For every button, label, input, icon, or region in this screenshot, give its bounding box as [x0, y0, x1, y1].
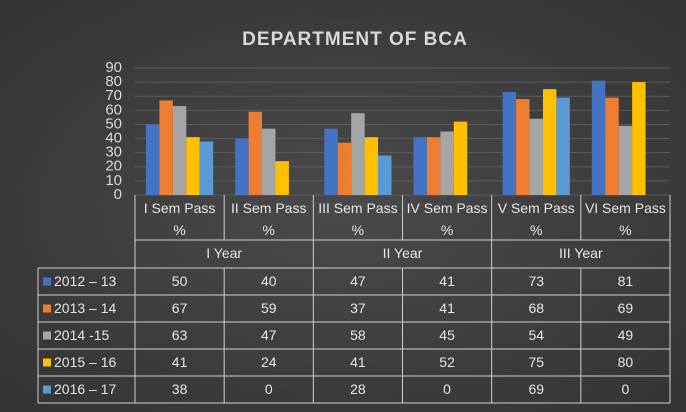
x-tick-label: I Sem Pass % — [143, 200, 216, 238]
table-value: 54 — [528, 327, 545, 343]
bar — [146, 124, 160, 195]
table-value: 0 — [621, 381, 630, 397]
y-tick-label: 0 — [114, 186, 122, 203]
y-tick-label: 70 — [105, 87, 122, 104]
legend-swatch — [43, 385, 51, 394]
table-value: 63 — [171, 327, 188, 343]
x-tick-label: VI Sem Pass % — [584, 200, 666, 238]
bar — [172, 106, 187, 195]
table-value: 47 — [260, 327, 277, 343]
legend-label: 2015 – 16 — [54, 354, 117, 370]
legend-swatch — [43, 358, 51, 367]
table-value: 68 — [528, 300, 545, 316]
table-value: 24 — [260, 354, 277, 370]
bar — [605, 97, 619, 195]
x-tick-label: IV Sem Pass % — [406, 200, 488, 238]
table-value: 0 — [443, 381, 451, 397]
group-label: II Year — [382, 245, 423, 261]
y-tick-label: 10 — [105, 172, 122, 189]
legend-swatch — [43, 304, 51, 313]
table-value: 41 — [439, 300, 455, 316]
table-value: 73 — [528, 273, 545, 289]
table-value: 49 — [617, 327, 634, 343]
table-value: 81 — [617, 273, 634, 289]
bar — [453, 121, 468, 195]
bar — [632, 82, 646, 195]
table-value: 75 — [528, 354, 545, 370]
group-label: III Year — [559, 245, 603, 261]
table-value: 45 — [439, 327, 455, 343]
table-value: 0 — [264, 381, 273, 397]
legend-swatch — [43, 277, 51, 286]
table-value: 50 — [171, 273, 188, 289]
bar — [440, 131, 454, 195]
x-tick-label: V Sem Pass % — [497, 200, 575, 238]
y-tick-label: 90 — [105, 59, 122, 76]
table-value: 40 — [260, 273, 277, 289]
y-tick-label: 40 — [105, 130, 122, 147]
y-tick-label: 80 — [105, 73, 122, 90]
bar — [262, 128, 276, 195]
table-value: 37 — [350, 300, 366, 316]
bar — [413, 137, 427, 195]
bar — [275, 161, 289, 195]
bar — [426, 137, 441, 195]
bar — [556, 97, 570, 195]
bar — [378, 155, 392, 195]
table-value: 58 — [350, 327, 366, 343]
legend-label: 2013 – 14 — [54, 300, 117, 316]
x-tick-label: III Sem Pass % — [318, 200, 398, 238]
table-value: 69 — [528, 381, 545, 397]
table-value: 41 — [439, 273, 455, 289]
group-label: I Year — [206, 245, 243, 261]
bar — [591, 80, 606, 195]
bar — [199, 141, 214, 195]
table-value: 52 — [439, 354, 455, 370]
y-tick-label: 50 — [105, 115, 122, 132]
bar — [324, 128, 338, 195]
y-tick-label: 20 — [105, 158, 122, 175]
table-value: 38 — [171, 381, 188, 397]
bar — [235, 138, 249, 195]
table-value: 47 — [350, 273, 366, 289]
table-value: 41 — [171, 354, 188, 370]
bar — [364, 137, 379, 195]
bar — [542, 89, 557, 195]
bar — [529, 118, 543, 195]
table-value: 80 — [617, 354, 634, 370]
table-value: 67 — [171, 300, 188, 316]
bar — [186, 137, 200, 195]
x-tick-label: II Sem Pass % — [231, 200, 307, 238]
legend-label: 2014 -15 — [54, 327, 110, 343]
table-value: 59 — [260, 300, 277, 316]
y-tick-label: 30 — [105, 144, 122, 161]
legend-label: 2012 – 13 — [54, 273, 117, 289]
y-tick-label: 60 — [105, 101, 122, 118]
bar — [502, 91, 517, 195]
bar — [159, 100, 173, 195]
chart-title: DEPARTMENT OF BCA — [242, 29, 468, 50]
table-value: 41 — [350, 354, 366, 370]
table-value: 28 — [350, 381, 366, 397]
bar — [351, 113, 365, 195]
bar — [618, 125, 633, 195]
table-value: 69 — [617, 300, 634, 316]
bar — [516, 99, 530, 195]
bar — [337, 142, 352, 195]
legend-swatch — [43, 331, 51, 340]
legend-label: 2016 – 17 — [54, 381, 117, 397]
bar — [248, 111, 263, 195]
